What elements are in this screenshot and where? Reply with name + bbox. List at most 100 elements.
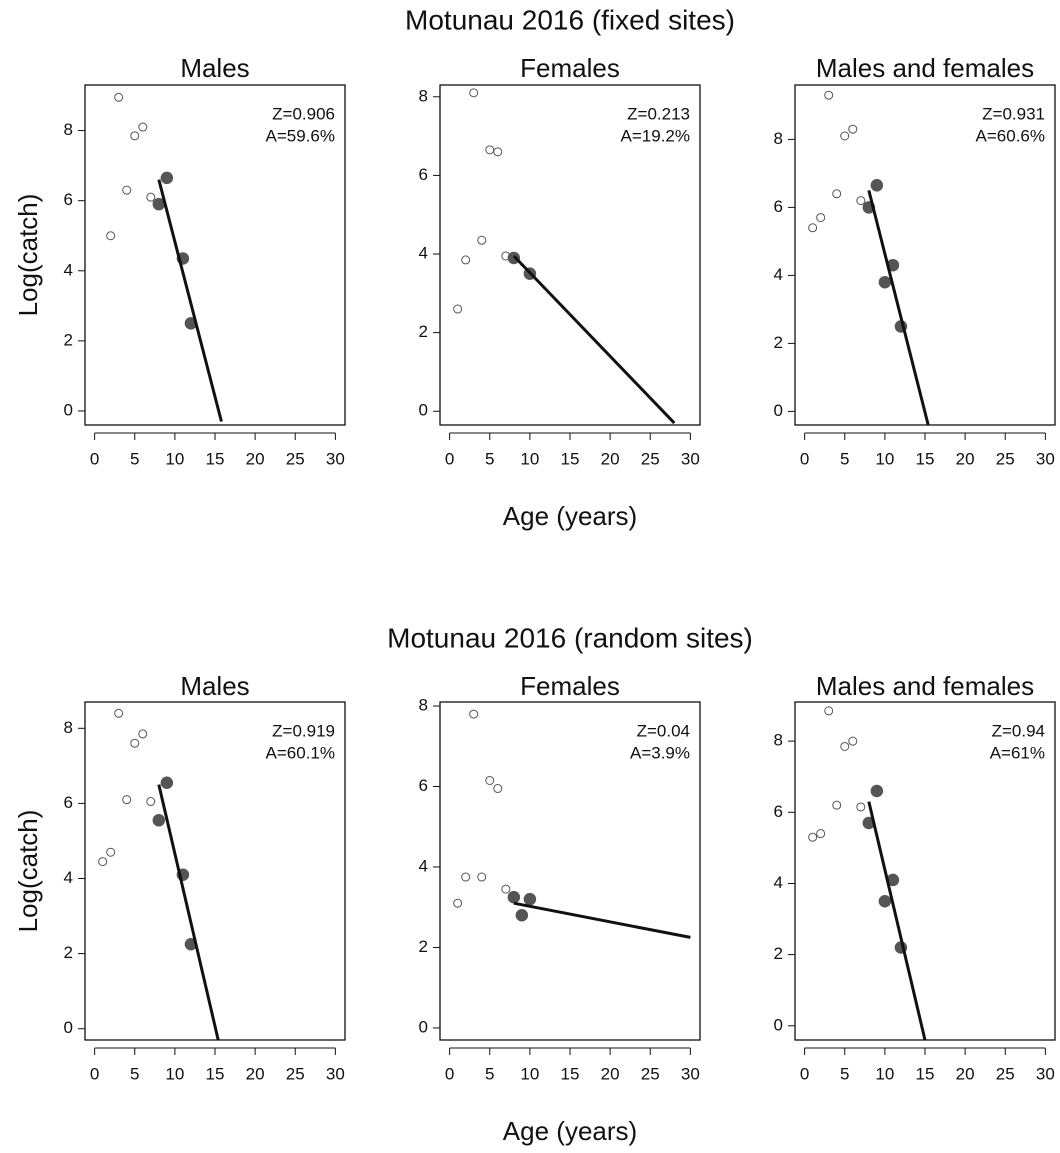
x-tick-label: 5 [485,449,494,468]
filled-point [870,179,884,192]
filled-point [878,894,892,908]
y-tick-label: 4 [774,265,783,284]
y-tick-label: 0 [774,401,783,420]
y-tick-label: 8 [774,731,783,750]
x-tick-label: 15 [561,449,580,468]
fit-line [867,190,930,425]
open-point [816,829,826,839]
y-tick-label: 0 [64,400,73,419]
open-point [98,857,108,867]
open-point [856,802,866,812]
open-point [130,131,140,141]
panel-title: Females [520,53,620,83]
filled-point [160,171,174,185]
x-tick-label: 30 [326,1064,345,1083]
open-point [816,213,826,223]
open-point [146,797,156,807]
open-point [493,147,503,157]
x-tick-label: 10 [165,449,184,468]
fit-line [512,254,676,425]
open-point [840,131,850,141]
open-point [824,706,834,716]
open-point [106,231,116,241]
annotation: A=19.2% [621,126,690,145]
filled-point [160,776,174,789]
x-tick-label: 5 [130,1064,139,1083]
open-point [469,88,479,98]
x-tick-label: 25 [286,1064,305,1083]
annotation: Z=0.213 [627,104,690,123]
x-tick-label: 0 [800,1064,809,1083]
annotation: A=60.6% [976,126,1045,145]
fit-line [157,179,223,422]
open-point [485,145,495,155]
open-point [477,872,487,882]
fit-line [513,901,691,939]
y-tick-label: 4 [774,873,783,892]
x-axis-label: Age (years) [503,501,637,531]
annotation: Z=0.04 [637,721,690,740]
y-tick-label: 8 [64,120,73,139]
x-tick-label: 0 [90,1064,99,1083]
x-tick-label: 0 [90,449,99,468]
x-tick-label: 10 [520,1064,539,1083]
x-tick-label: 5 [485,1064,494,1083]
y-tick-label: 8 [419,696,428,715]
open-point [138,729,148,739]
x-tick-label: 10 [875,449,894,468]
x-tick-label: 15 [206,449,225,468]
y-axis-label: Log(catch) [13,810,43,933]
open-point [461,255,471,265]
x-tick-label: 30 [681,449,700,468]
y-tick-label: 2 [419,937,428,956]
x-tick-label: 20 [246,449,265,468]
open-point [808,223,818,233]
panel-title: Females [520,671,620,701]
x-tick-label: 5 [840,1064,849,1083]
filled-point [523,892,537,906]
x-tick-label: 10 [165,1064,184,1083]
x-axis-label: Age (years) [503,1116,637,1146]
panel-title: Males and females [816,53,1034,83]
open-point [130,738,140,748]
annotation: Z=0.906 [272,104,335,123]
open-point [477,235,487,245]
annotation: A=59.6% [266,126,335,145]
annotation: A=61% [990,743,1045,762]
open-point [824,90,834,100]
x-tick-label: 15 [916,449,935,468]
y-tick-label: 0 [774,1015,783,1034]
open-point [122,185,132,195]
x-tick-label: 20 [601,1064,620,1083]
x-tick-label: 10 [875,1064,894,1083]
y-tick-label: 2 [64,943,73,962]
open-point [493,784,503,794]
annotation: A=3.9% [630,743,690,762]
y-tick-label: 6 [419,776,428,795]
open-point [832,800,842,810]
x-tick-label: 20 [246,1064,265,1083]
y-tick-label: 4 [419,856,428,875]
open-point [114,708,124,718]
panel-title: Males [180,53,249,83]
annotation: Z=0.931 [982,104,1045,123]
panel-title: Males and females [816,671,1034,701]
fit-line [157,784,220,1040]
y-tick-label: 6 [774,802,783,821]
filled-point [870,784,884,798]
y-tick-label: 6 [64,190,73,209]
annotation: A=60.1% [266,743,335,762]
x-tick-label: 5 [130,449,139,468]
open-point [106,847,116,857]
y-tick-label: 2 [64,330,73,349]
filled-point [152,814,166,827]
open-point [848,124,858,134]
x-tick-label: 20 [956,1064,975,1083]
open-point [840,741,850,751]
open-point [461,872,471,882]
y-tick-label: 8 [774,129,783,148]
y-axis-label: Log(catch) [13,194,43,317]
plot-frame [439,701,701,1041]
x-tick-label: 30 [326,449,345,468]
